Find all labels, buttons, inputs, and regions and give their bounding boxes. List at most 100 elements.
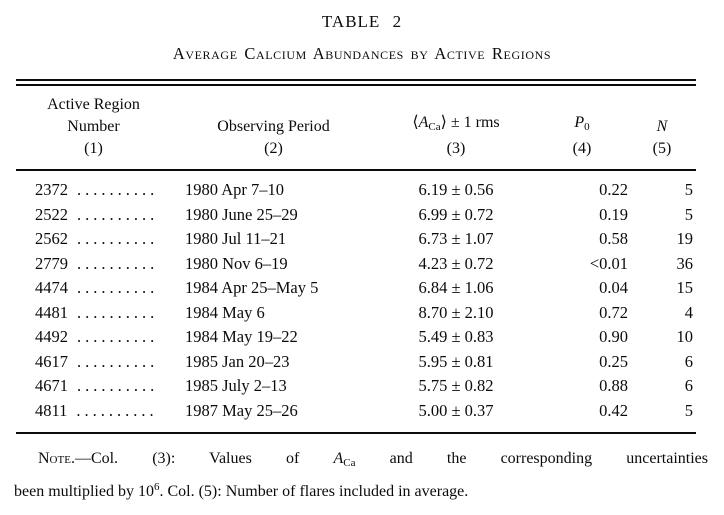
cell-n-value: 6 — [684, 351, 693, 371]
p0-symbol: P — [574, 114, 585, 131]
region-number: 2779 — [35, 253, 68, 273]
note-text-2: and the corresponding uncertainties — [355, 450, 708, 467]
langle-symbol: ⟨ — [412, 114, 419, 131]
table-row: 4671.......... 1985 July 2–13 5.75 ± 0.8… — [16, 374, 696, 399]
header-abundance-label: ⟨ACa⟩ ± 1 rms — [376, 112, 536, 138]
cell-p0-value: 0.90 — [599, 327, 628, 346]
region-number: 4811 — [35, 400, 68, 420]
col-header-p0: P0 (4) — [536, 86, 628, 171]
region-number: 2562 — [35, 229, 68, 248]
cell-abundance-value: 5.00 ± 0.37 — [418, 400, 494, 420]
cell-region-number: 2779.......... — [16, 252, 171, 277]
header-region-line1: Active Region — [47, 96, 140, 113]
region-number: 4671 — [35, 376, 68, 395]
cell-p0-value: 0.42 — [599, 400, 628, 420]
note-text-3: been multiplied by 10 — [14, 483, 154, 500]
abundance-rms-text: ± 1 rms — [446, 114, 500, 131]
note-label: Note — [38, 450, 71, 467]
cell-region-number: 2562.......... — [16, 227, 171, 252]
col-header-period: Observing Period (2) — [171, 86, 376, 171]
cell-abundance-value: 5.49 ± 0.83 — [418, 327, 494, 346]
header-region-colnum: (1) — [84, 140, 103, 157]
cell-p0-value: 0.88 — [599, 376, 628, 395]
note-abundance-subscript: Ca — [343, 457, 356, 469]
col-header-n: N (5) — [628, 86, 696, 171]
note-exponent: 6 — [153, 481, 160, 493]
cell-abundance-value: 6.19 ± 0.56 — [418, 180, 494, 199]
table-row: 4617.......... 1985 Jan 20–23 5.95 ± 0.8… — [16, 350, 696, 375]
abundance-subscript: Ca — [428, 121, 441, 133]
header-p0-colnum: (4) — [572, 140, 592, 157]
table-row: 4474.......... 1984 Apr 25–May 5 6.84 ± … — [16, 276, 696, 301]
header-n-colnum: (5) — [652, 140, 672, 157]
region-number: 4617 — [35, 351, 68, 371]
cell-p0-value: 0.19 — [599, 204, 628, 224]
table-row: 2522.......... 1980 June 25–29 6.99 ± 0.… — [16, 203, 696, 228]
region-number: 2372 — [35, 180, 68, 199]
region-number: 4474 — [35, 278, 68, 297]
cell-observing-period: 1984 Apr 25–May 5 — [185, 278, 319, 297]
cell-p0-value: 0.22 — [599, 180, 628, 199]
table-title: TABLE 2 — [321, 12, 403, 31]
paper-table-page: TABLE 2 Average Calcium Abundances by Ac… — [0, 12, 724, 515]
cell-p0-value: <0.01 — [589, 253, 628, 273]
header-period-colnum: (2) — [264, 140, 283, 157]
note-line-1: Note.—Col. (3): Values of ACa and the co… — [14, 447, 708, 475]
table-note: Note.—Col. (3): Values of ACa and the co… — [14, 447, 708, 504]
cell-abundance-value: 6.84 ± 1.06 — [418, 278, 494, 297]
leader-dots: .......... — [77, 278, 159, 297]
cell-abundance-value: 5.95 ± 0.81 — [418, 351, 494, 371]
cell-region-number: 2372.......... — [16, 170, 171, 203]
table-header: Active Region Number (1) Observing Perio… — [16, 86, 696, 171]
cell-abundance-value: 6.99 ± 0.72 — [418, 204, 494, 224]
table-body: 2372.......... 1980 Apr 7–10 6.19 ± 0.56… — [16, 170, 696, 433]
cell-n-value: 10 — [676, 327, 694, 346]
leader-dots: .......... — [77, 327, 159, 346]
leader-dots: .......... — [77, 351, 159, 371]
note-text-1: .—Col. (3): Values of — [70, 450, 334, 467]
cell-n-value: 5 — [684, 400, 693, 420]
cell-region-number: 2522.......... — [16, 203, 171, 228]
cell-p0-value: 0.04 — [599, 278, 628, 297]
table-subtitle: Average Calcium Abundances by Active Reg… — [172, 44, 552, 63]
p0-subscript: 0 — [584, 121, 590, 133]
region-number: 4481 — [35, 302, 68, 322]
cell-observing-period: 1980 June 25–29 — [185, 204, 298, 224]
rangle-symbol: ⟩ — [440, 114, 447, 131]
leader-dots: .......... — [77, 180, 159, 199]
table-row: 4481.......... 1984 May 6 8.70 ± 2.10 0.… — [16, 301, 696, 326]
cell-n-value: 5 — [684, 204, 693, 224]
leader-dots: .......... — [76, 400, 158, 420]
cell-observing-period: 1984 May 6 — [185, 302, 265, 322]
cell-p0-value: 0.25 — [599, 351, 628, 371]
region-number: 4492 — [35, 327, 68, 346]
header-p0-label: P0 — [536, 112, 628, 138]
cell-region-number: 4492.......... — [16, 325, 171, 350]
note-line-2: been multiplied by 106. Col. (5): Number… — [14, 475, 708, 504]
region-number: 2522 — [35, 204, 68, 224]
col-header-abundance: ⟨ACa⟩ ± 1 rms (3) — [376, 86, 536, 171]
header-period-label: Observing Period — [217, 118, 330, 135]
header-region-line2: Number — [67, 118, 120, 135]
cell-n-value: 4 — [684, 302, 693, 322]
leader-dots: .......... — [77, 376, 159, 395]
cell-abundance-value: 8.70 ± 2.10 — [418, 302, 494, 322]
leader-dots: .......... — [77, 229, 159, 248]
cell-region-number: 4671.......... — [16, 374, 171, 399]
cell-observing-period: 1980 Nov 6–19 — [185, 253, 288, 273]
cell-region-number: 4474.......... — [16, 276, 171, 301]
table-row: 4492.......... 1984 May 19–22 5.49 ± 0.8… — [16, 325, 696, 350]
leader-dots: .......... — [77, 204, 159, 224]
cell-p0-value: 0.58 — [599, 229, 628, 248]
header-n-label: N — [656, 118, 668, 135]
cell-n-value: 19 — [676, 229, 694, 248]
cell-n-value: 5 — [684, 180, 693, 199]
cell-abundance-value: 6.73 ± 1.07 — [418, 229, 494, 248]
cell-region-number: 4811.......... — [16, 399, 171, 434]
cell-observing-period: 1985 July 2–13 — [185, 376, 287, 395]
table-row: 4811.......... 1987 May 25–26 5.00 ± 0.3… — [16, 399, 696, 434]
cell-n-value: 6 — [684, 376, 693, 395]
cell-observing-period: 1984 May 19–22 — [185, 327, 298, 346]
cell-p0-value: 0.72 — [599, 302, 628, 322]
cell-observing-period: 1987 May 25–26 — [185, 400, 298, 420]
